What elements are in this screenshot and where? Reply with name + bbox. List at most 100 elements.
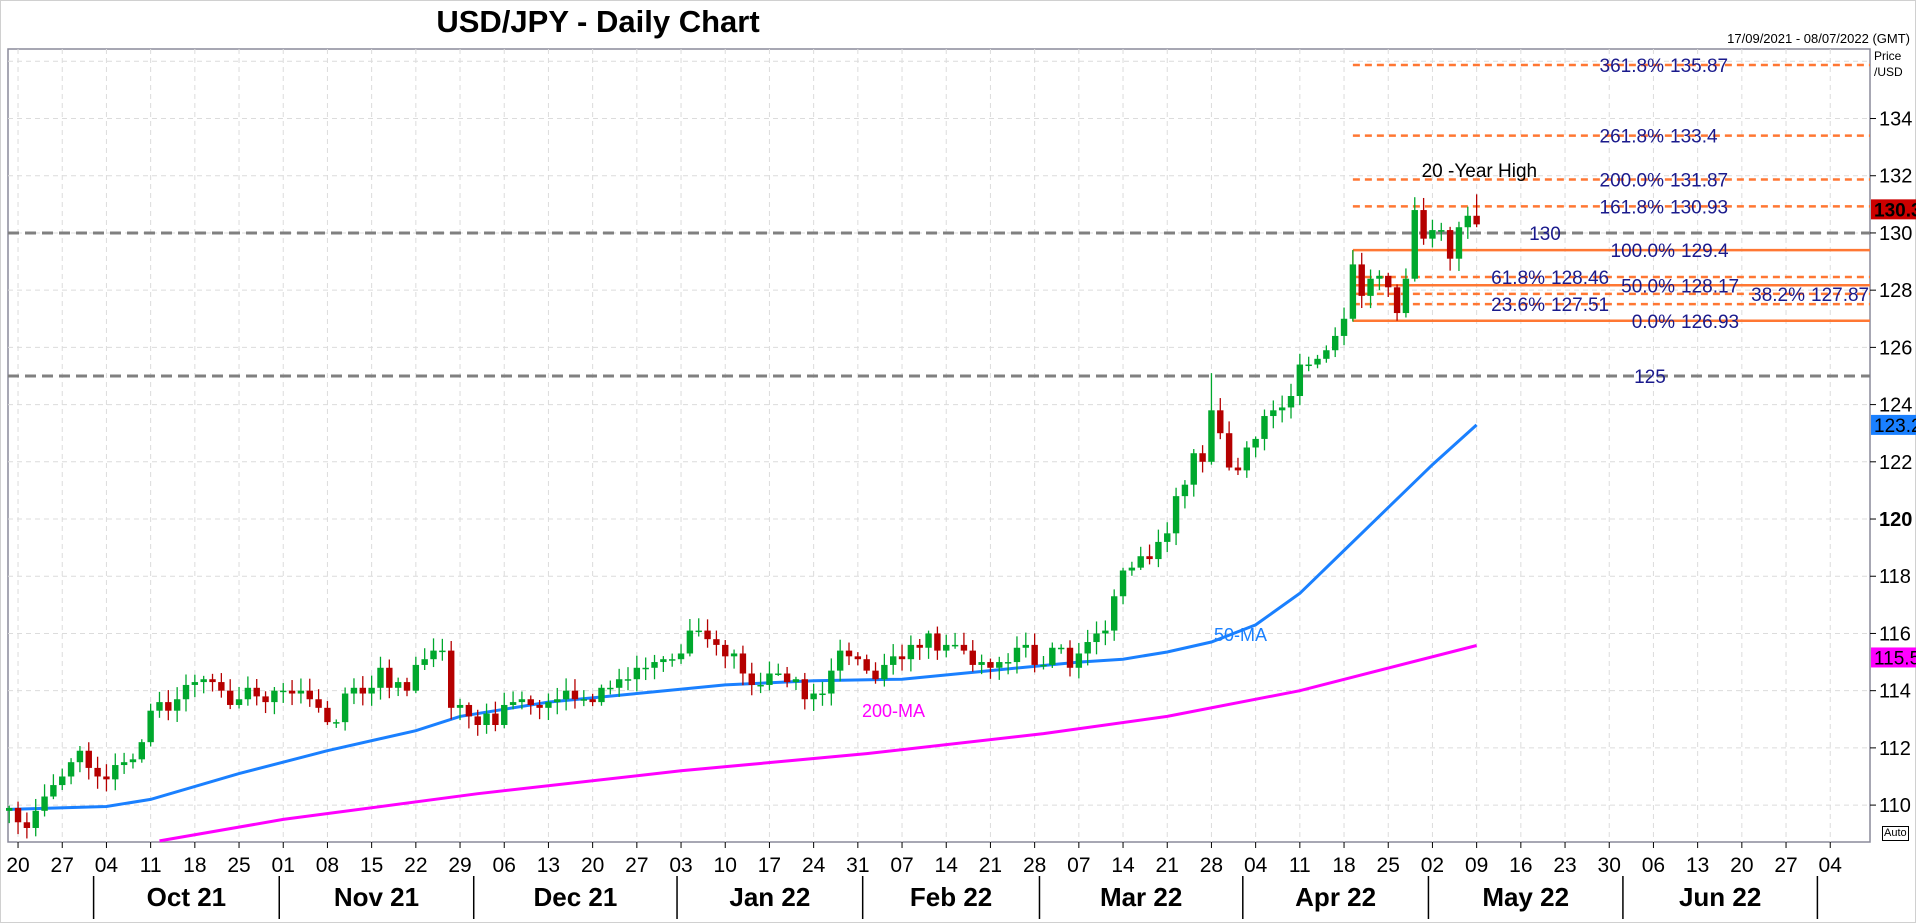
candle-down (85, 742, 92, 780)
y-tick-label: 110 (1879, 795, 1911, 817)
x-tick-label: 20 (1730, 854, 1753, 877)
candle-body (1093, 633, 1100, 643)
candle-body (633, 667, 641, 680)
x-tick-label: 14 (1111, 854, 1135, 877)
candle-body (32, 810, 39, 828)
fib-value-label: 130.93 (1670, 197, 1728, 218)
candle-up (1296, 353, 1304, 406)
candle-up (350, 678, 358, 705)
candle-body (1349, 264, 1357, 319)
auto-scale-button[interactable]: Auto (1882, 826, 1909, 841)
y-tick-label: 114 (1879, 681, 1911, 703)
candle-down (94, 756, 101, 789)
candle-up (341, 687, 349, 731)
candle-up (191, 674, 199, 698)
candle-up (1155, 529, 1162, 568)
fib-percent-label: 100.0% (1611, 241, 1676, 262)
candle-down (474, 709, 481, 736)
fib-percent-label: 361.8% (1600, 56, 1665, 77)
candle-body (1314, 358, 1321, 365)
candle-up (1013, 636, 1021, 674)
candle-body (1190, 453, 1197, 485)
candle-body (200, 679, 207, 683)
candle-up (1464, 206, 1471, 239)
x-tick-label: 08 (316, 854, 339, 877)
candle-body (1376, 275, 1383, 279)
candle-body (456, 704, 464, 708)
candle-body (509, 702, 517, 705)
candle-body (669, 659, 676, 661)
candle-body (1464, 215, 1471, 228)
candle-down (262, 691, 269, 714)
level-label: 130 (1529, 224, 1561, 245)
candle-body (951, 644, 959, 647)
x-tick-label: 20 (581, 854, 604, 877)
candle-body (280, 690, 287, 693)
candle-up (1323, 345, 1330, 363)
candle-body (554, 699, 561, 703)
fib-value-label: 131.87 (1670, 170, 1728, 191)
candle-down (783, 666, 791, 688)
y-tick-label: 126 (1879, 337, 1912, 359)
candle-body (960, 644, 968, 651)
candle-down (527, 695, 534, 715)
candle-up (138, 739, 145, 763)
candle-down (288, 680, 296, 706)
candle-body (916, 644, 923, 648)
fib-percent-label: 0.0% (1632, 312, 1675, 333)
candle-up (1111, 589, 1118, 641)
candle-up (819, 681, 826, 706)
x-tick-label: 04 (95, 854, 119, 877)
candle-up (32, 798, 39, 837)
y-tick-label: 128 (1879, 280, 1912, 302)
candle-body (1049, 647, 1056, 665)
candle-body (191, 682, 199, 685)
candle-down (748, 662, 755, 696)
candle-up (836, 639, 844, 682)
candle-body (333, 722, 340, 724)
candle-down (722, 640, 729, 669)
candle-body (1243, 447, 1250, 471)
fib-value-label: 133.4 (1670, 127, 1718, 148)
candle-up (1119, 567, 1127, 605)
candle-body (651, 662, 658, 668)
candle-up (129, 753, 137, 769)
candle-body (138, 742, 145, 760)
candle-down (1031, 633, 1038, 673)
candle-body (1420, 210, 1427, 239)
candle-down (571, 679, 579, 709)
candle-body (209, 679, 216, 683)
candle-up (377, 656, 384, 700)
candle-body (863, 659, 870, 671)
x-tick-label: 31 (846, 854, 869, 877)
candle-body (6, 807, 13, 811)
candle-body (907, 644, 915, 660)
candle-body (730, 653, 738, 657)
candle-up (943, 634, 950, 658)
ma200-label: 200-MA (862, 701, 925, 721)
y-tick-label: 120 (1879, 509, 1912, 531)
y-axis-title-line1: Price (1874, 49, 1902, 63)
candle-up (456, 698, 464, 721)
candle-down (589, 693, 596, 707)
fib-value-label: 126.93 (1681, 312, 1739, 333)
candle-up (1040, 655, 1047, 670)
candle-body (288, 690, 296, 694)
candle-up (951, 632, 959, 649)
x-tick-label: 07 (1067, 854, 1090, 877)
candle-body (1172, 496, 1180, 534)
candle-up (1455, 221, 1463, 271)
candle-down (987, 658, 994, 679)
candle-up (509, 691, 517, 710)
candle-body (1217, 410, 1224, 434)
candle-body (120, 762, 128, 766)
candle-body (589, 699, 596, 703)
month-label: Feb 22 (910, 882, 992, 912)
fib-percent-label: 61.8% (1491, 268, 1545, 289)
candle-up (554, 687, 561, 715)
candle-body (1340, 318, 1348, 336)
candle-up (1252, 436, 1259, 458)
candle-body (872, 670, 879, 680)
x-tick-label: 06 (493, 854, 516, 877)
last-close-box (1871, 199, 1916, 220)
